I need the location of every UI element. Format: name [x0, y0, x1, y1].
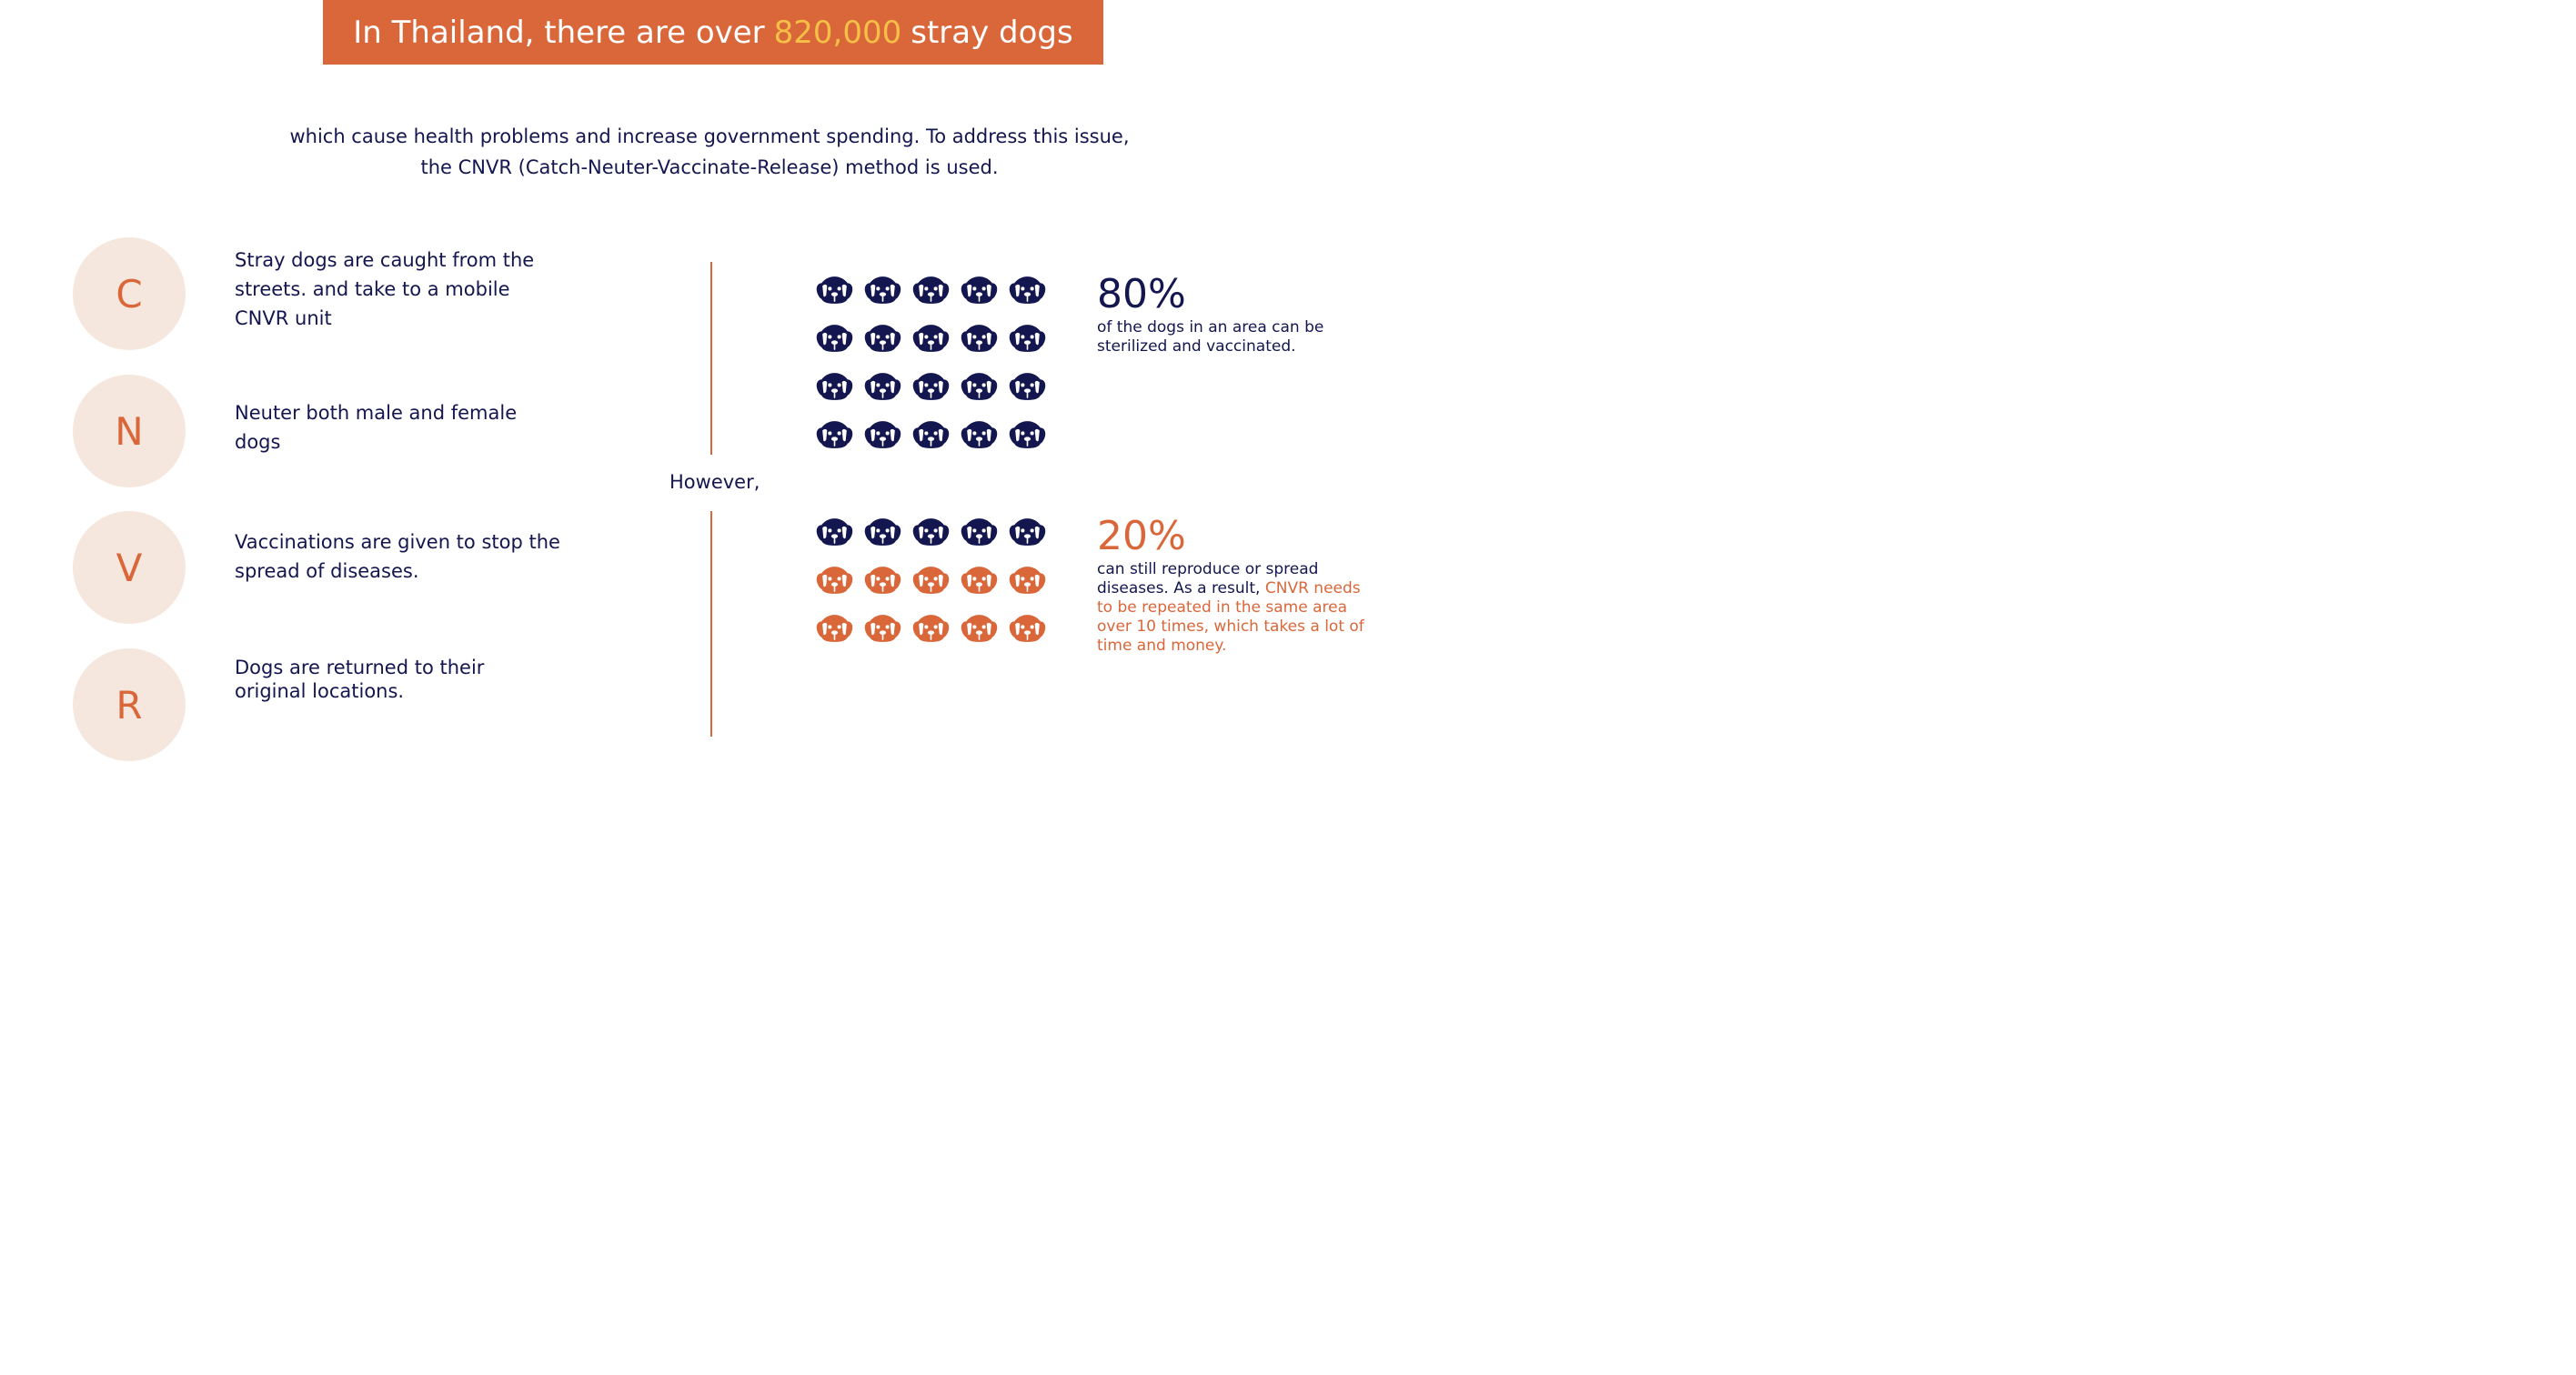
- dog-face-icon: [816, 517, 853, 547]
- however-label: However,: [669, 471, 760, 493]
- step-n-letter: N: [115, 408, 144, 454]
- intro-line-2: the CNVR (Catch-Neuter-Vaccinate-Release…: [420, 156, 999, 178]
- title-banner: In Thailand, there are over 820,000 stra…: [323, 0, 1103, 65]
- dog-icon-row: [816, 517, 1057, 565]
- dog-icon-row: [816, 565, 1057, 613]
- dog-icon-grid-80: [816, 275, 1057, 467]
- dog-face-icon: [864, 613, 901, 643]
- stat-20-description: can still reproduce or spread diseases. …: [1097, 560, 1370, 656]
- dog-face-icon: [912, 323, 950, 353]
- dog-face-icon: [864, 371, 901, 401]
- dog-face-icon: [1009, 613, 1046, 643]
- dog-face-icon: [961, 323, 998, 353]
- dog-face-icon: [912, 517, 950, 547]
- divider-line-top: [710, 262, 712, 455]
- dog-face-icon: [961, 517, 998, 547]
- dog-face-icon: [816, 565, 853, 595]
- stat-20-description-highlight: CNVR needs to be repeated in the same ar…: [1097, 579, 1364, 655]
- dog-face-icon: [816, 419, 853, 449]
- dog-face-icon: [961, 275, 998, 305]
- intro-text: which cause health problems and increase…: [164, 121, 1255, 183]
- dog-face-icon: [1009, 517, 1046, 547]
- step-r-text: Dogs are returned to their original loca…: [235, 657, 485, 702]
- step-r-circle: R: [73, 648, 186, 761]
- dog-face-icon: [864, 275, 901, 305]
- step-n-circle: N: [73, 375, 186, 487]
- dog-face-icon: [961, 371, 998, 401]
- dog-face-icon: [1009, 565, 1046, 595]
- step-v-text: Vaccinations are given to stop the sprea…: [235, 531, 560, 582]
- step-v-letter: V: [116, 545, 143, 590]
- dog-face-icon: [961, 419, 998, 449]
- dog-face-icon: [864, 517, 901, 547]
- dog-face-icon: [816, 613, 853, 643]
- step-r-letter: R: [116, 682, 143, 728]
- dog-icon-row: [816, 275, 1057, 323]
- stat-20-description-main: can still reproduce or spread diseases. …: [1097, 560, 1319, 597]
- dog-face-icon: [816, 371, 853, 401]
- step-c-circle: C: [73, 237, 186, 350]
- dog-face-icon: [816, 323, 853, 353]
- dog-face-icon: [1009, 371, 1046, 401]
- dog-face-icon: [912, 419, 950, 449]
- stat-20-value: 20%: [1097, 513, 1186, 559]
- divider-line-bottom: [710, 511, 712, 737]
- banner-suffix: stray dogs: [911, 14, 1073, 51]
- step-v-circle: V: [73, 511, 186, 624]
- intro-line-1: which cause health problems and increase…: [289, 125, 1130, 147]
- dog-face-icon: [816, 275, 853, 305]
- dog-face-icon: [864, 323, 901, 353]
- dog-face-icon: [1009, 419, 1046, 449]
- dog-icon-row: [816, 323, 1057, 371]
- dog-face-icon: [1009, 323, 1046, 353]
- dog-face-icon: [912, 565, 950, 595]
- dog-face-icon: [961, 565, 998, 595]
- step-n-text: Neuter both male and female dogs: [235, 402, 518, 453]
- step-c-text: Stray dogs are caught from the streets. …: [235, 249, 535, 329]
- dog-face-icon: [912, 371, 950, 401]
- banner-highlight-number: 820,000: [773, 14, 902, 51]
- dog-face-icon: [864, 419, 901, 449]
- step-c-letter: C: [116, 271, 143, 316]
- stat-80-value: 80%: [1097, 271, 1186, 317]
- banner-prefix: In Thailand, there are over: [353, 14, 765, 51]
- dog-icon-row: [816, 419, 1057, 467]
- dog-face-icon: [912, 275, 950, 305]
- stat-80-description: of the dogs in an area can be sterilized…: [1097, 318, 1324, 356]
- dog-face-icon: [961, 613, 998, 643]
- dog-face-icon: [864, 565, 901, 595]
- dog-icon-row: [816, 613, 1057, 661]
- dog-icon-grid-20: [816, 517, 1057, 661]
- dog-face-icon: [912, 613, 950, 643]
- dog-face-icon: [1009, 275, 1046, 305]
- dog-icon-row: [816, 371, 1057, 419]
